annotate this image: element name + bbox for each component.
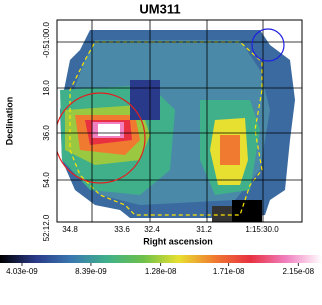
x-axis-label: Right ascension <box>143 236 213 246</box>
y-tick-label: 54.0 <box>42 172 51 188</box>
x-tick-label: 34.8 <box>62 225 78 234</box>
y-axis-label: Declination <box>4 97 14 146</box>
colorbar-tick-label: 2.15e-08 <box>282 267 314 276</box>
colorbar-tick-label: 8.39e-09 <box>75 267 107 276</box>
y-tick-label: -0:51:00.0 <box>42 21 51 58</box>
y-tick-label: 18.0 <box>42 80 51 96</box>
colorbar-tick-label: 1.71e-08 <box>213 267 245 276</box>
x-tick-label: 33.6 <box>114 225 130 234</box>
x-tick-label: 1:15:30.0 <box>245 225 279 234</box>
colorbar: 4.03e-09 8.39e-09 1.28e-08 1.71e-08 2.15e-08 <box>0 255 322 276</box>
colorbar-tick-label: 1.28e-08 <box>145 267 177 276</box>
x-tick-label: 32.4 <box>144 225 160 234</box>
colorbar-tick-label: 4.03e-09 <box>6 267 38 276</box>
y-tick-label: 36.0 <box>42 125 51 141</box>
frame <box>56 19 303 223</box>
chart-title: UM311 <box>139 1 180 16</box>
sky-image <box>57 20 302 222</box>
y-tick-label: 52:12.0 <box>42 214 51 241</box>
x-tick-label: 31.2 <box>196 225 212 234</box>
colorbar-gradient <box>0 255 322 263</box>
